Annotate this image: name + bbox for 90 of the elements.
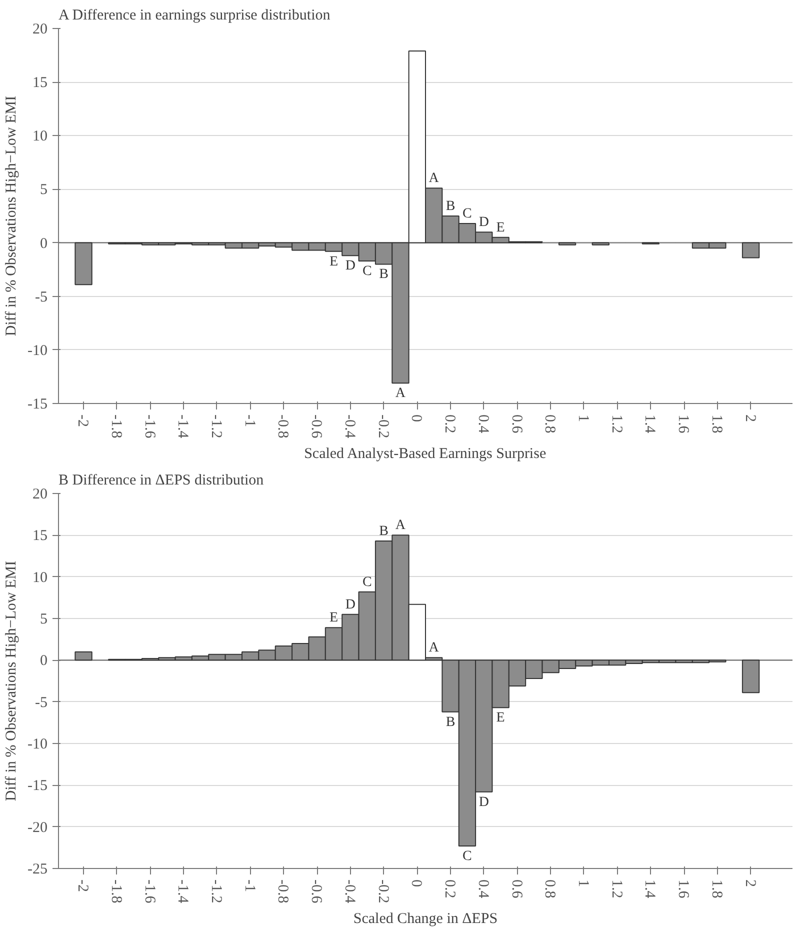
annotation: E bbox=[496, 220, 505, 236]
y-tick-label: 15 bbox=[32, 75, 48, 92]
y-tick-label: -5 bbox=[35, 289, 48, 306]
annotation: D bbox=[478, 215, 489, 230]
x-tick-label: 1.2 bbox=[608, 880, 624, 898]
annotation: E bbox=[329, 254, 338, 270]
y-tick-label: 0 bbox=[40, 236, 48, 252]
x-tick-label: -1 bbox=[241, 414, 258, 427]
x-tick-label: -0.2 bbox=[374, 880, 391, 904]
x-tick-label: 0.6 bbox=[508, 414, 524, 434]
x-tick-label: 1.4 bbox=[642, 414, 658, 434]
x-tick-label: -1.4 bbox=[174, 414, 191, 439]
x-tick-label: 1.8 bbox=[708, 414, 724, 434]
y-tick-label: -10 bbox=[28, 736, 48, 752]
y-tick-label: -20 bbox=[28, 820, 48, 836]
annotation: E bbox=[329, 610, 338, 626]
y-axis-title: Diff in % Observations High−Low EMI bbox=[4, 560, 20, 802]
x-tick-label: -1.8 bbox=[108, 880, 124, 904]
y-tick-label: 5 bbox=[40, 612, 48, 628]
annotation: A bbox=[428, 640, 440, 656]
x-tick-label: -0.2 bbox=[374, 414, 391, 438]
chart-title: A Difference in earnings surprise distribution bbox=[58, 8, 331, 24]
x-tick-label: -1.4 bbox=[174, 880, 191, 904]
bar bbox=[742, 660, 760, 694]
x-tick-label: 0.8 bbox=[542, 414, 558, 434]
y-tick-label: 15 bbox=[32, 528, 48, 544]
annotation: B bbox=[446, 714, 456, 730]
x-tick-label: -1.6 bbox=[141, 414, 158, 439]
x-tick-label: 1.6 bbox=[675, 880, 692, 899]
annotation: A bbox=[428, 171, 440, 186]
x-tick-label: -1.2 bbox=[208, 880, 224, 904]
x-tick-label: -2 bbox=[74, 414, 91, 427]
y-tick-label: -15 bbox=[28, 396, 48, 412]
x-tick-label: 1.6 bbox=[675, 414, 692, 434]
x-tick-label: -1 bbox=[241, 880, 258, 892]
x-tick-label: -0.6 bbox=[308, 880, 324, 904]
x-tick-label: -0.4 bbox=[341, 414, 358, 439]
x-axis-title: Scaled Change in ΔEPS bbox=[353, 911, 498, 928]
annotation: E bbox=[496, 710, 505, 726]
x-tick-label: 1.8 bbox=[708, 880, 724, 898]
y-tick-label: 10 bbox=[32, 570, 48, 586]
x-tick-label: -0.6 bbox=[308, 414, 324, 439]
x-tick-label: 1.2 bbox=[608, 414, 624, 434]
annotation: D bbox=[478, 794, 489, 810]
annotation: C bbox=[462, 206, 472, 222]
x-tick-label: 2 bbox=[742, 414, 758, 422]
x-tick-label: -1.2 bbox=[208, 414, 224, 438]
x-tick-label: 1 bbox=[574, 414, 591, 422]
annotation: A bbox=[395, 386, 406, 402]
x-tick-label: 1.4 bbox=[642, 880, 658, 899]
bar bbox=[742, 242, 760, 258]
x-tick-label: -2 bbox=[74, 880, 91, 892]
y-tick-label: 5 bbox=[40, 182, 48, 198]
y-axis-title: Diff in % Observations High−Low EMI bbox=[4, 96, 20, 336]
x-tick-label: 0 bbox=[408, 414, 424, 422]
x-tick-label: 0.4 bbox=[474, 880, 491, 899]
annotation: D bbox=[345, 597, 356, 612]
x-tick-label: 1 bbox=[574, 880, 591, 887]
annotation: C bbox=[362, 264, 372, 279]
x-tick-label: 0 bbox=[408, 880, 424, 887]
x-tick-label: 0.6 bbox=[508, 880, 524, 899]
y-tick-label: -25 bbox=[28, 862, 48, 878]
annotation: B bbox=[379, 524, 388, 539]
annotation: A bbox=[395, 518, 406, 534]
annotation: B bbox=[446, 199, 456, 214]
x-tick-label: -0.8 bbox=[274, 880, 291, 904]
x-tick-label: -1.8 bbox=[108, 414, 124, 438]
x-tick-label: 0.2 bbox=[442, 880, 458, 898]
x-tick-label: -1.6 bbox=[141, 880, 158, 904]
x-axis-title: Scaled Analyst-Based Earnings Surprise bbox=[304, 446, 546, 462]
y-tick-label: 0 bbox=[40, 653, 48, 670]
y-tick-label: -10 bbox=[28, 342, 48, 359]
y-tick-label: 20 bbox=[32, 22, 48, 38]
y-tick-label: 20 bbox=[32, 486, 48, 502]
annotation: D bbox=[345, 258, 356, 274]
annotation: C bbox=[362, 574, 372, 590]
y-tick-label: -5 bbox=[35, 694, 48, 711]
x-tick-label: 0.8 bbox=[542, 880, 558, 898]
y-tick-label: -15 bbox=[28, 778, 48, 794]
chart-title: B Difference in ΔEPS distribution bbox=[58, 472, 264, 488]
x-tick-label: -0.8 bbox=[274, 414, 291, 438]
annotation: C bbox=[462, 849, 472, 864]
x-tick-label: 2 bbox=[742, 880, 758, 887]
bar bbox=[74, 242, 92, 286]
annotation: B bbox=[379, 267, 388, 282]
x-tick-label: 0.2 bbox=[442, 414, 458, 434]
x-tick-label: 0.4 bbox=[474, 414, 491, 434]
y-tick-label: 10 bbox=[32, 128, 48, 145]
bar bbox=[74, 651, 92, 661]
x-tick-label: -0.4 bbox=[341, 880, 358, 904]
